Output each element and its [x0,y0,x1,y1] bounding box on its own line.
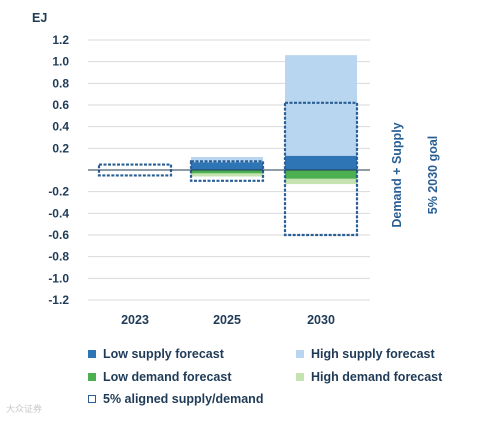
y-tick-label: -0.8 [48,250,69,264]
y-tick-label: 1.0 [52,55,69,69]
legend-swatch-high-supply [296,350,304,358]
legend-label-high-supply: High supply forecast [311,347,435,361]
y-tick-label: 0.6 [52,98,69,112]
y-tick-label: 0.2 [52,141,69,155]
legend-swatch-low-supply [88,350,96,358]
legend-low-demand: Low demand forecast [88,370,232,384]
legend-high-demand: High demand forecast [296,370,442,384]
watermark: 大众证券 [6,404,43,414]
legend-aligned: 5% aligned supply/demand [88,392,263,406]
y-tick-label: 0.8 [52,76,69,90]
y-tick-label: 0.4 [52,120,69,134]
bar-low-demand-forecast-2030 [285,170,357,179]
legend-label-high-demand: High demand forecast [311,370,443,384]
aligned-box-2030 [283,101,359,237]
legend-label-low-demand: Low demand forecast [103,370,232,384]
bar-low-supply-forecast-2025 [191,162,263,170]
legend-swatch-high-demand [296,373,304,381]
aligned-box-2025 [189,160,265,182]
legend-high-supply: High supply forecast [296,347,435,361]
x-category-label: 2030 [307,313,335,327]
bar-high-supply-forecast-2030 [285,55,357,170]
x-category-label: 2025 [213,313,241,327]
y-tick-label: -0.6 [48,228,69,242]
legend-swatch-aligned [88,395,96,403]
x-axis-categories: 2023 2025 2030 [121,313,335,327]
legend-swatch-low-demand [88,373,96,381]
y-tick-label: -1.2 [48,293,69,307]
bar-low-supply-forecast-2030 [285,155,357,170]
side-label-2030-goal: 5% 2030 goal [426,136,440,215]
legend-low-supply: Low supply forecast [88,347,224,361]
bars [191,55,357,185]
legend-label-aligned: 5% aligned supply/demand [103,392,264,406]
x-category-label: 2023 [121,313,149,327]
legend-label-low-supply: Low supply forecast [103,347,224,361]
bar-low-demand-forecast-2025 [191,170,263,174]
y-tick-label: -1.0 [48,271,69,285]
y-tick-label: 1.2 [52,33,69,47]
y-axis-unit-label: EJ [32,11,47,25]
side-label-demand-supply: Demand + Supply [390,122,404,227]
y-tick-label: -0.2 [48,185,69,199]
y-tick-label: -0.4 [48,206,69,220]
y-axis-ticks: 1.2 1.0 0.8 0.6 0.4 0.2 -0.2 -0.4 -0.6 -0.8 -1.0 -1… [48,33,69,307]
